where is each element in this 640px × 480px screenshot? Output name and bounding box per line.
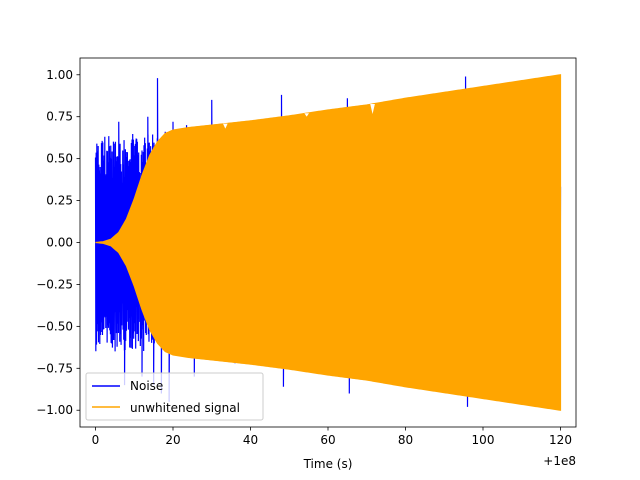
x-axis-label: Time (s) xyxy=(303,457,353,471)
y-tick-label: 0.25 xyxy=(46,194,73,208)
signal-glitch xyxy=(222,123,228,129)
x-tick-label: 0 xyxy=(92,433,100,447)
y-tick-label: −0.25 xyxy=(36,277,73,291)
y-tick-label: 1.00 xyxy=(46,68,73,82)
y-tick-label: 0.75 xyxy=(46,110,73,124)
signal-glitch xyxy=(304,113,310,117)
y-tick-label: −1.00 xyxy=(36,403,73,417)
y-tick-label: −0.75 xyxy=(36,361,73,375)
x-axis: 0 20 40 60 80 100 120 xyxy=(92,427,572,447)
legend-label-noise: Noise xyxy=(130,379,163,393)
legend-label-unwhitened-signal: unwhitened signal xyxy=(130,401,240,415)
x-tick-label: 40 xyxy=(243,433,258,447)
x-tick-label: 60 xyxy=(320,433,335,447)
series-area-unwhitened-signal xyxy=(95,74,562,411)
x-tick-label: 20 xyxy=(165,433,180,447)
x-offset-label: +1e8 xyxy=(543,454,576,468)
x-tick-label: 100 xyxy=(472,433,495,447)
y-tick-label: −0.50 xyxy=(36,319,73,333)
x-tick-label: 80 xyxy=(398,433,413,447)
legend: Noise unwhitened signal xyxy=(85,372,264,421)
signal-glitch xyxy=(370,103,375,115)
legend-box xyxy=(85,372,264,421)
y-tick-label: 0.00 xyxy=(46,236,73,250)
x-tick-label: 120 xyxy=(549,433,572,447)
series-layer xyxy=(94,74,562,411)
y-tick-label: 0.50 xyxy=(46,152,73,166)
y-axis: −1.00 −0.75 −0.50 −0.25 0.00 0.25 0.50 0.75 1.00 xyxy=(36,68,80,417)
